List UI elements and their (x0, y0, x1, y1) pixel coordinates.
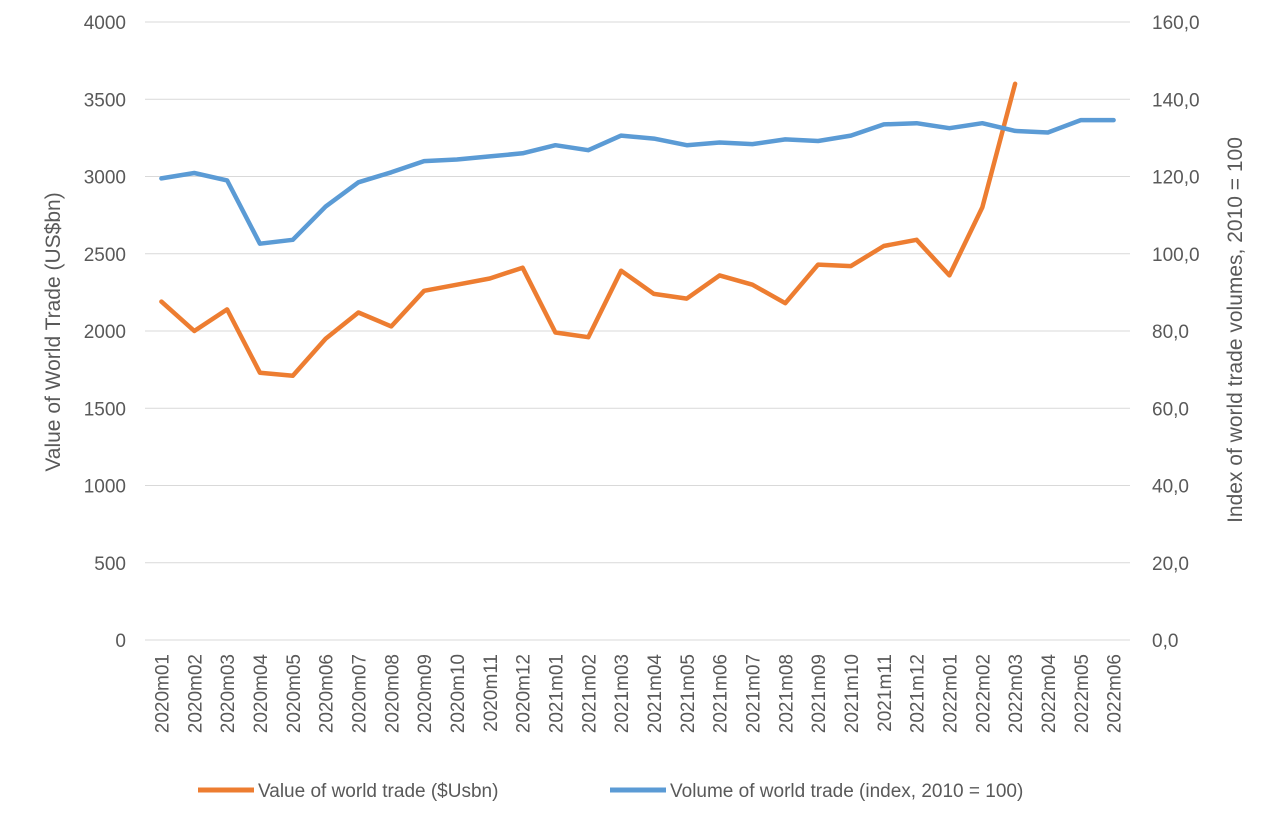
x-tick-label: 2021m05 (678, 654, 699, 733)
x-tick-label: 2022m03 (1006, 654, 1027, 733)
y2-tick-label: 0,0 (1152, 631, 1178, 652)
x-tick-label: 2021m03 (612, 654, 633, 733)
y-tick-label: 2500 (84, 245, 126, 266)
legend: Value of world trade ($Usbn) Volume of w… (198, 781, 1023, 802)
y2-axis-ticks: 0,0 20,0 40,0 60,0 80,0 100,0 120,0 140,0 160,0 (1152, 13, 1200, 652)
y-tick-label: 1000 (84, 477, 126, 498)
x-tick-label: 2021m02 (579, 654, 600, 733)
x-tick-label: 2022m02 (973, 654, 994, 733)
x-tick-label: 2021m08 (776, 654, 797, 733)
x-tick-label: 2021m07 (743, 654, 764, 733)
x-tick-label: 2021m01 (546, 654, 567, 733)
y-tick-label: 2000 (84, 322, 126, 343)
y2-tick-label: 140,0 (1152, 90, 1200, 111)
series-lines (159, 81, 1116, 379)
y-tick-label: 500 (94, 554, 126, 575)
y-tick-label: 0 (115, 631, 126, 652)
x-tick-label: 2021m12 (908, 654, 929, 733)
x-tick-label: 2021m04 (645, 654, 666, 734)
y-tick-label: 3500 (84, 90, 126, 111)
x-tick-label: 2021m06 (711, 654, 732, 733)
y2-tick-label: 20,0 (1152, 554, 1189, 575)
series-line-volume (159, 117, 1116, 246)
x-tick-label: 2022m05 (1072, 654, 1093, 733)
x-tick-label: 2020m07 (349, 654, 370, 733)
y-tick-label: 4000 (84, 13, 126, 34)
gridlines (145, 21, 1130, 641)
y-tick-label: 1500 (84, 399, 126, 420)
x-tick-label: 2022m06 (1105, 654, 1126, 733)
x-tick-label: 2021m11 (875, 654, 896, 732)
x-tick-label: 2020m09 (415, 654, 436, 733)
x-tick-label: 2020m08 (382, 654, 403, 733)
y2-tick-label: 40,0 (1152, 477, 1189, 498)
x-tick-label: 2020m11 (481, 654, 502, 732)
y2-tick-label: 160,0 (1152, 13, 1200, 34)
x-tick-label: 2020m02 (185, 654, 206, 733)
series-line-value (159, 81, 1018, 379)
x-tick-label: 2020m12 (514, 654, 535, 733)
y-axis-ticks: 0 500 1000 1500 2000 2500 3000 3500 4000 (84, 13, 126, 652)
y2-tick-label: 100,0 (1152, 245, 1200, 266)
x-tick-label: 2020m01 (152, 654, 173, 733)
y-axis-title: Value of World Trade (US$bn) (42, 192, 65, 471)
x-tick-label: 2021m10 (842, 654, 863, 733)
legend-label-volume: Volume of world trade (index, 2010 = 100… (670, 781, 1023, 802)
x-tick-label: 2022m04 (1039, 654, 1060, 734)
y2-tick-label: 120,0 (1152, 168, 1200, 189)
y-tick-label: 3000 (84, 168, 126, 189)
x-tick-label: 2020m05 (284, 654, 305, 733)
x-tick-label: 2020m10 (448, 654, 469, 733)
x-tick-label: 2022m01 (940, 654, 961, 733)
x-tick-label: 2020m04 (251, 654, 272, 734)
y2-axis-title: Index of world trade volumes, 2010 = 100 (1224, 137, 1247, 523)
legend-label-value: Value of world trade ($Usbn) (258, 781, 498, 802)
y2-tick-label: 80,0 (1152, 322, 1189, 343)
y2-tick-label: 60,0 (1152, 399, 1189, 420)
x-tick-label: 2020m06 (317, 654, 338, 733)
x-tick-label: 2020m03 (218, 654, 239, 733)
x-tick-label: 2021m09 (809, 654, 830, 733)
x-axis-ticks: 2020m01 2020m02 2020m03 2020m04 2020m05 2020m… (152, 654, 1125, 734)
